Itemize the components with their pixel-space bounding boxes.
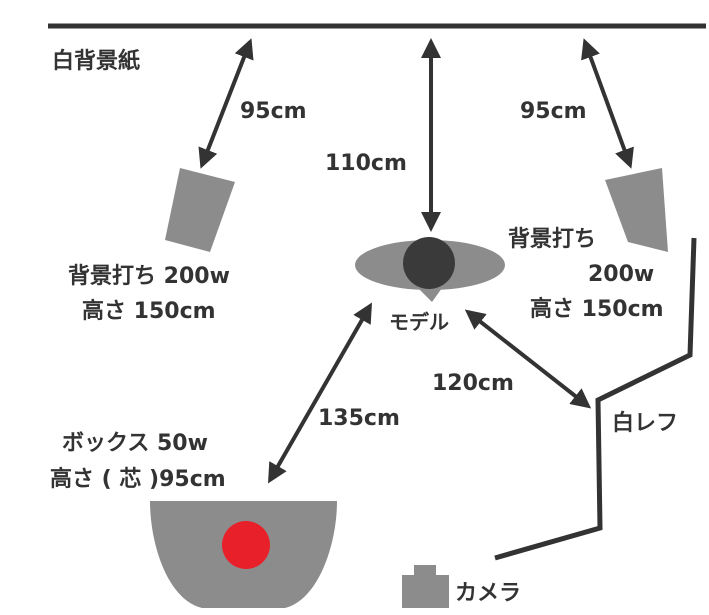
camera-icon — [402, 575, 449, 608]
backdrop-label: 白背景紙 — [52, 48, 140, 74]
left-light-name: 背景打ち 200w — [68, 264, 230, 289]
camera-label: カメラ — [455, 581, 521, 606]
right-light-distance-arrow — [581, 38, 634, 169]
box-light-distance-label: 135cm — [318, 406, 400, 431]
model-label: モデル — [389, 310, 449, 334]
model-distance-label: 110cm — [325, 151, 407, 176]
model-body-lower — [418, 288, 442, 302]
box-light-lamp — [222, 521, 270, 569]
box-light-distance-arrow — [268, 302, 372, 484]
right-light-distance-label: 95cm — [520, 99, 587, 124]
left-light-distance-label: 95cm — [240, 99, 307, 124]
right-light-power: 200w — [588, 262, 654, 287]
camera-top-icon — [414, 565, 436, 577]
right-light-name: 背景打ち — [508, 227, 596, 252]
box-light-name: ボックス 50w — [62, 431, 208, 456]
left-light-height: 高さ 150cm — [82, 298, 216, 324]
right-light-height: 高さ 150cm — [530, 296, 664, 322]
white-reflector — [494, 237, 697, 561]
box-light-height: 高さ ( 芯 )95cm — [50, 466, 226, 492]
right-background-light — [605, 168, 668, 252]
model-camera-distance-label: 120cm — [432, 371, 514, 396]
model-camera-distance-arrow — [464, 309, 592, 409]
left-background-light — [165, 168, 235, 252]
left-light-distance-arrow — [198, 38, 254, 169]
model-head — [403, 237, 455, 289]
white-reflector-label: 白レフ — [612, 410, 678, 436]
